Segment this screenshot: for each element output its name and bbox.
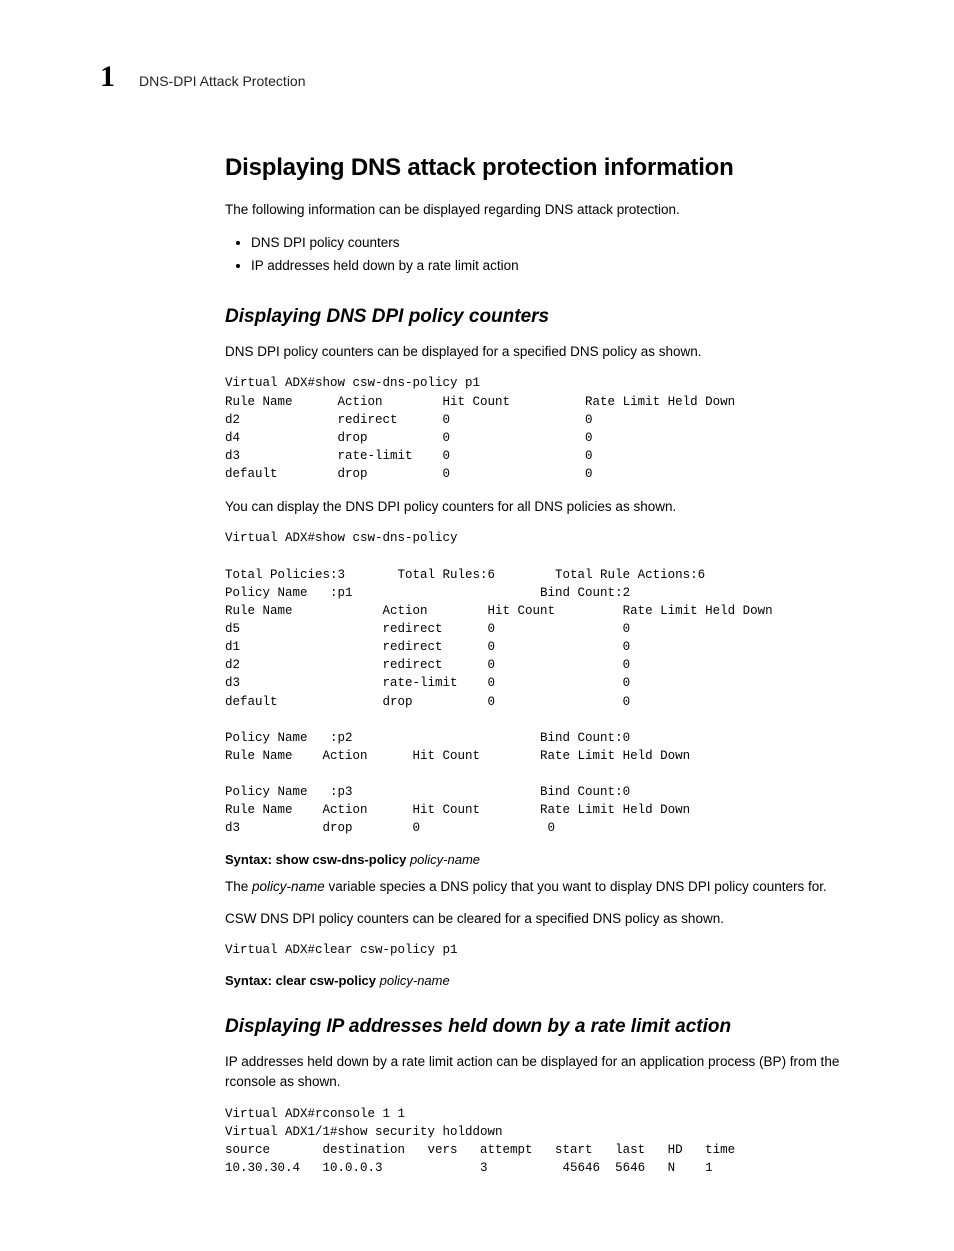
body-paragraph: CSW DNS DPI policy counters can be clear… (225, 909, 864, 929)
syntax-label: Syntax: (225, 852, 276, 867)
list-item: IP addresses held down by a rate limit a… (251, 255, 864, 278)
code-block: Virtual ADX#rconsole 1 1 Virtual ADX1/1#… (225, 1105, 864, 1178)
syntax-label: Syntax: (225, 973, 276, 988)
syntax-cmd: clear csw-policy (276, 973, 380, 988)
subsection-heading: Displaying IP addresses held down by a r… (225, 1016, 864, 1038)
code-block: Virtual ADX#show csw-dns-policy Total Po… (225, 529, 864, 837)
body-paragraph: The policy-name variable species a DNS p… (225, 877, 864, 897)
content-column: Displaying DNS attack protection informa… (225, 154, 864, 1177)
code-block: Virtual ADX#show csw-dns-policy p1 Rule … (225, 374, 864, 483)
section-intro: The following information can be display… (225, 200, 864, 220)
running-header: 1 DNS-DPI Attack Protection (100, 60, 864, 94)
syntax-arg: policy-name (380, 973, 450, 988)
text-run: variable species a DNS policy that you w… (325, 879, 827, 894)
chapter-number: 1 (100, 60, 115, 94)
list-item: DNS DPI policy counters (251, 232, 864, 255)
page: 1 DNS-DPI Attack Protection Displaying D… (0, 0, 954, 1251)
section-heading: Displaying DNS attack protection informa… (225, 154, 864, 182)
syntax-line: Syntax: show csw-dns-policy policy-name (225, 852, 864, 867)
syntax-arg: policy-name (410, 852, 480, 867)
text-run: The (225, 879, 252, 894)
code-block: Virtual ADX#clear csw-policy p1 (225, 941, 864, 959)
body-paragraph: IP addresses held down by a rate limit a… (225, 1052, 864, 1093)
body-paragraph: You can display the DNS DPI policy count… (225, 497, 864, 517)
syntax-line: Syntax: clear csw-policy policy-name (225, 973, 864, 988)
variable-name: policy-name (252, 879, 325, 894)
body-paragraph: DNS DPI policy counters can be displayed… (225, 342, 864, 362)
subsection-heading: Displaying DNS DPI policy counters (225, 306, 864, 328)
bullet-list: DNS DPI policy counters IP addresses hel… (225, 232, 864, 278)
syntax-cmd: show csw-dns-policy (276, 852, 410, 867)
header-title: DNS-DPI Attack Protection (139, 73, 306, 89)
